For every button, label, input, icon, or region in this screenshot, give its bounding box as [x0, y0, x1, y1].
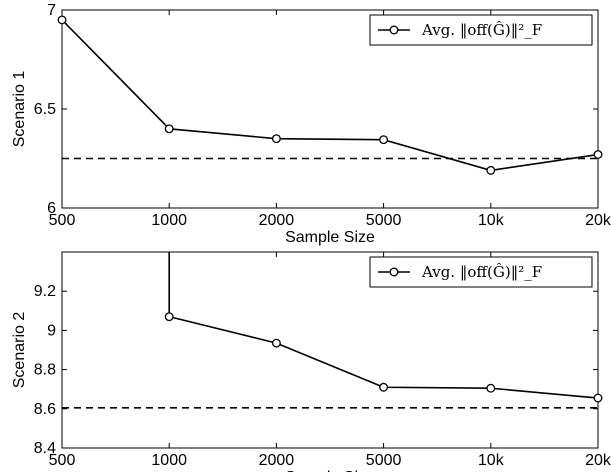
legend-marker [389, 267, 399, 277]
x-tick-label: 1000 [151, 212, 187, 229]
x-tick-label: 10k [478, 452, 505, 469]
y-tick-label: 9.2 [34, 283, 56, 300]
x-tick-label: 5000 [366, 452, 402, 469]
x-tick-label: 500 [49, 212, 76, 229]
data-point [593, 393, 603, 403]
data-point [164, 124, 174, 134]
data-point [57, 15, 67, 25]
x-tick-label: 1000 [151, 452, 187, 469]
legend-label: Avg. ‖off(Ĝ)‖²_F [421, 21, 542, 39]
data-point [271, 134, 281, 144]
legend: Avg. ‖off(Ĝ)‖²_F [369, 256, 593, 288]
y-tick-label: 7 [47, 2, 56, 19]
x-axis-label: Sample Size [285, 469, 375, 472]
y-tick-label: 6.5 [34, 101, 56, 118]
y-tick-label: 8.4 [34, 440, 56, 457]
x-tick-label: 5000 [366, 212, 402, 229]
data-point [486, 165, 496, 175]
y-tick-label: 8.6 [34, 401, 56, 418]
data-line [168, 252, 598, 399]
data-point [593, 150, 603, 159]
data-point [271, 338, 281, 348]
legend-marker [389, 25, 399, 35]
y-tick-label: 9 [47, 322, 56, 339]
data-line [62, 19, 598, 172]
y-tick-label: 8.8 [34, 362, 56, 379]
y-tick-label: 6 [47, 200, 56, 217]
panel-2: 500 1000 2000 5000 10k 20k 8.4 8.6 8.8 9 9.2 Sample… [11, 251, 611, 472]
x-tick-label: 2000 [259, 452, 295, 469]
x-tick-label: 500 [49, 452, 76, 469]
series-line [168, 252, 598, 399]
axes-frame [61, 251, 599, 449]
data-point [486, 383, 496, 393]
legend: Avg. ‖off(Ĝ)‖²_F [369, 14, 593, 46]
panel-1: 500 1000 2000 5000 10k 20k 6 6.5 7 Sample Size Sce… [11, 2, 611, 246]
y-axis-label: Scenario 2 [11, 312, 28, 389]
data-point [164, 312, 174, 322]
y-axis-label: Scenario 1 [11, 71, 28, 148]
x-tick-label: 20k [585, 452, 611, 469]
x-axis-label: Sample Size [285, 229, 375, 246]
legend-label: Avg. ‖off(Ĝ)‖²_F [421, 263, 542, 281]
series-line [62, 19, 598, 172]
data-point [379, 382, 389, 392]
x-tick-label: 10k [478, 212, 505, 229]
x-tick-label: 2000 [259, 212, 295, 229]
x-tick-label: 20k [585, 212, 611, 229]
data-point [379, 135, 389, 145]
